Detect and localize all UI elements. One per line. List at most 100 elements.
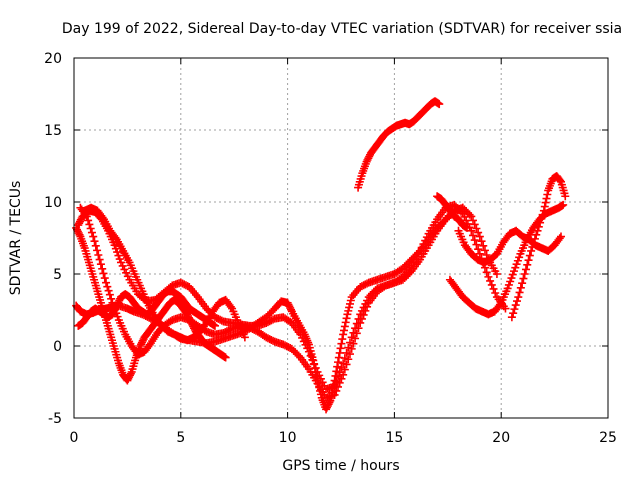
data-point <box>84 216 93 225</box>
data-point <box>96 260 105 269</box>
data-point <box>93 246 102 255</box>
data-point <box>334 382 343 391</box>
data-point <box>310 359 319 368</box>
data-point <box>99 269 108 278</box>
data-point <box>240 333 249 342</box>
data-point <box>103 282 112 291</box>
data-point <box>405 268 414 277</box>
data-point <box>519 274 528 283</box>
data-point <box>537 214 546 223</box>
data-point <box>357 314 366 323</box>
data-point <box>95 255 104 264</box>
data-point <box>126 369 135 378</box>
data-point <box>107 294 116 303</box>
data-point <box>87 228 96 237</box>
data-point <box>507 313 516 322</box>
data-point <box>340 322 349 331</box>
data-point <box>469 231 478 240</box>
data-point <box>98 213 107 222</box>
data-point <box>351 334 360 343</box>
data-point <box>469 216 478 225</box>
data-point <box>342 314 351 323</box>
data-point <box>363 302 372 311</box>
data-point <box>463 223 472 232</box>
data-point <box>530 234 539 243</box>
data-point <box>521 265 530 274</box>
data-point <box>465 210 474 219</box>
data-point <box>474 228 483 237</box>
data-point <box>489 284 498 293</box>
series-track-6 <box>80 203 249 345</box>
data-point <box>472 224 481 233</box>
series-track-10 <box>507 172 570 322</box>
x-axis-label: GPS time / hours <box>282 458 399 474</box>
data-point <box>354 324 363 333</box>
data-point <box>561 192 570 201</box>
data-point <box>337 374 346 383</box>
x-tick-label: 15 <box>385 430 403 446</box>
y-axis-label: SDTVAR / TECUs <box>8 181 24 296</box>
data-point <box>334 358 343 367</box>
data-point <box>339 330 348 339</box>
data-point <box>543 190 552 199</box>
data-point <box>495 300 504 309</box>
data-point <box>557 232 566 241</box>
data-point <box>520 270 529 278</box>
data-point <box>467 226 476 235</box>
data-point <box>467 212 476 221</box>
data-point <box>86 224 95 233</box>
data-point <box>514 293 523 302</box>
series-track-5 <box>74 287 219 330</box>
data-point <box>359 310 368 319</box>
data-point <box>75 230 84 239</box>
data-point <box>536 218 545 227</box>
data-point <box>477 237 486 246</box>
data-point <box>518 279 527 288</box>
data-point <box>474 245 483 254</box>
data-point <box>104 286 113 295</box>
data-point <box>226 302 235 311</box>
data-point <box>492 270 501 278</box>
data-point <box>470 236 479 245</box>
x-tick-label: 10 <box>279 430 297 446</box>
data-point <box>527 246 536 255</box>
data-point <box>559 200 568 209</box>
chart-title: Day 199 of 2022, Sidereal Day-to-day VTE… <box>62 21 622 37</box>
y-tick-label: 5 <box>53 267 62 283</box>
data-point <box>102 278 111 287</box>
data-point <box>91 241 100 250</box>
data-point <box>532 230 541 239</box>
data-point <box>486 276 495 285</box>
data-point <box>94 250 103 259</box>
data-point <box>516 283 525 292</box>
data-point <box>352 329 361 338</box>
y-axis-ticks: -5 0 5 10 15 20 <box>44 51 608 427</box>
data-point <box>210 321 219 330</box>
series-track-7 <box>354 97 444 192</box>
data-point <box>491 289 500 298</box>
data-point <box>306 351 315 360</box>
data-point <box>472 240 481 249</box>
data-point <box>534 222 543 231</box>
data-point <box>475 249 484 258</box>
series-track-2 <box>74 200 510 394</box>
data-point <box>528 242 537 251</box>
data-point <box>338 335 347 344</box>
data-point <box>333 362 342 371</box>
data-point <box>105 290 114 299</box>
data-point <box>85 220 94 229</box>
data-point <box>100 274 109 283</box>
data-point <box>341 318 350 327</box>
data-point <box>111 233 120 242</box>
data-point <box>349 339 358 348</box>
data-point <box>509 309 518 318</box>
data-point <box>513 297 522 306</box>
data-point <box>484 272 493 281</box>
y-tick-label: 15 <box>44 123 62 139</box>
data-point <box>541 198 550 207</box>
data-point <box>475 232 484 241</box>
x-tick-label: 20 <box>492 430 510 446</box>
data-point <box>342 360 351 369</box>
data-point <box>332 386 341 395</box>
